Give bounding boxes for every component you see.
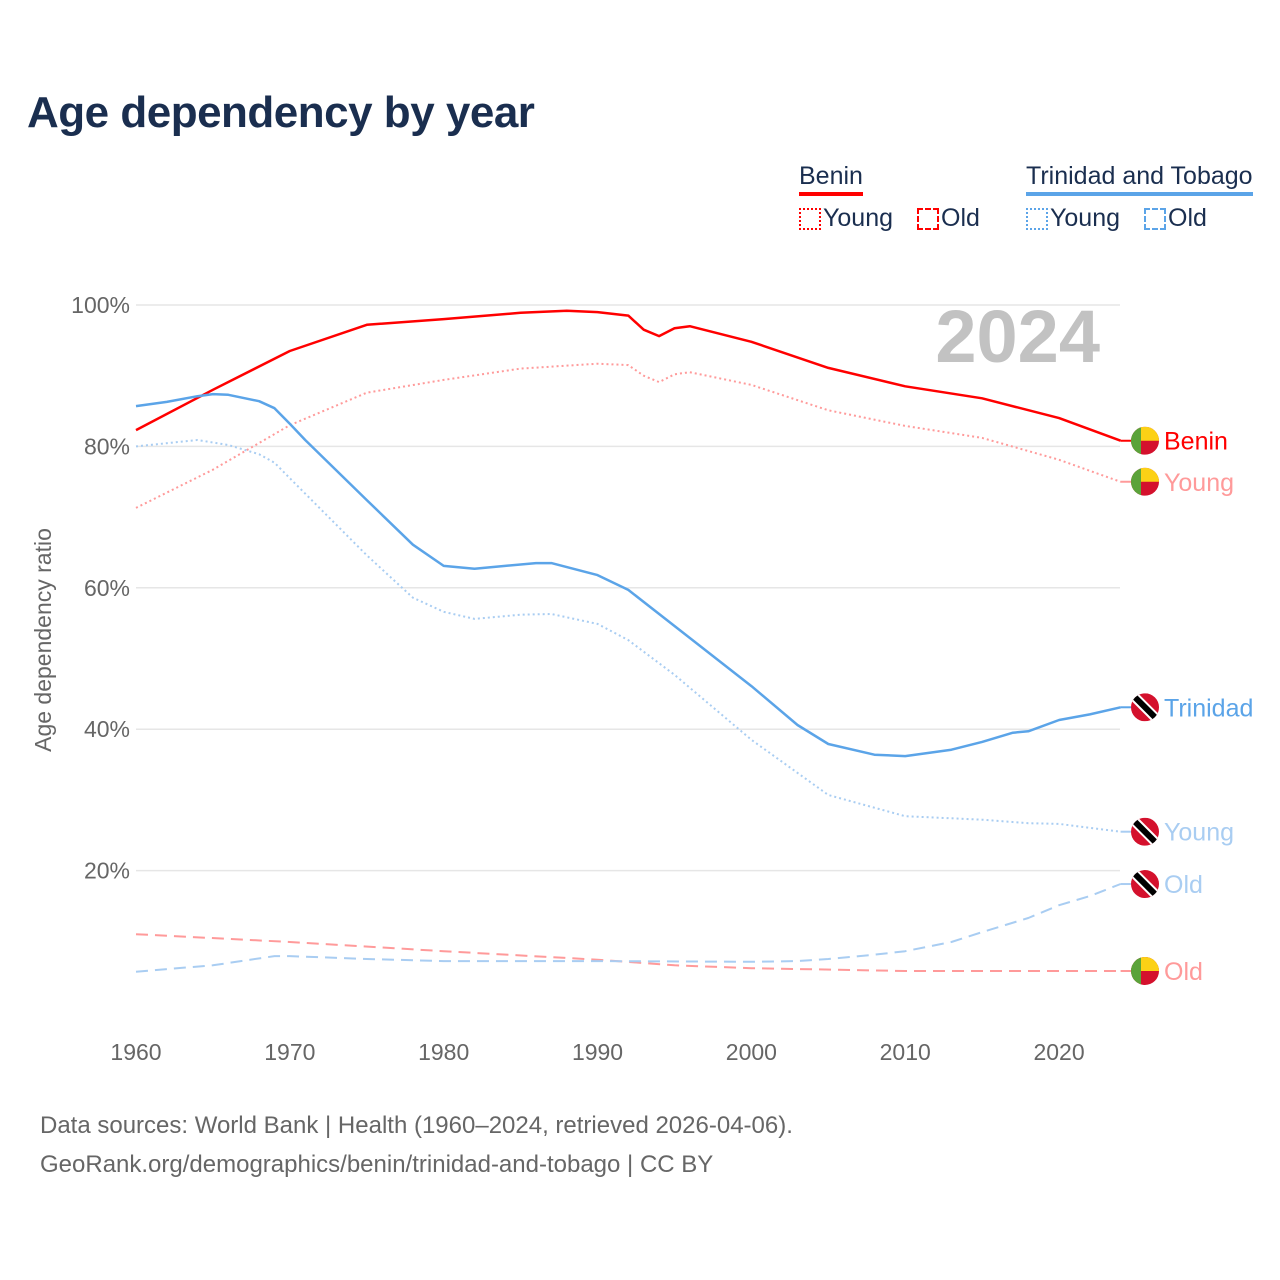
y-tick-label: 20% xyxy=(84,858,130,884)
x-tick-label: 1960 xyxy=(110,1039,161,1065)
y-tick-label: 100% xyxy=(71,292,130,318)
x-tick-label: 2010 xyxy=(880,1039,931,1065)
benin-flag-icon xyxy=(1131,956,1159,985)
series-line-trinidad-and-tobago-old xyxy=(135,883,1121,973)
x-tick-label: 2020 xyxy=(1033,1039,1084,1065)
series-line-benin-young xyxy=(135,362,1121,509)
x-tick-label: 1990 xyxy=(572,1039,623,1065)
source-note: Data sources: World Bank | Health (1960–… xyxy=(40,1106,793,1184)
trinidad-flag-icon xyxy=(1131,870,1159,899)
chart-title: Age dependency by year xyxy=(27,88,535,137)
source-line-2: GeoRank.org/demographics/benin/trinidad-… xyxy=(40,1151,714,1178)
legend-trinidad-young: Young xyxy=(1050,204,1120,232)
legend-benin-old: Old xyxy=(941,204,980,232)
legend-benin-title: Benin xyxy=(799,162,863,196)
legend-trinidad-old: Old xyxy=(1168,204,1207,232)
series-line-benin-old xyxy=(135,933,1121,972)
dotted-swatch-icon xyxy=(1026,207,1048,230)
year-watermark: 2024 xyxy=(935,295,1100,378)
series-line-benin xyxy=(135,309,1122,442)
trinidad-flag-icon xyxy=(1131,693,1159,722)
x-tick-label: 1980 xyxy=(418,1039,469,1065)
x-tick-label: 1970 xyxy=(264,1039,315,1065)
benin-flag-icon xyxy=(1131,426,1159,455)
trinidad-flag-icon xyxy=(1131,817,1159,846)
dotted-swatch-icon xyxy=(799,207,821,230)
legend-benin-young: Young xyxy=(823,204,893,232)
source-line-1: Data sources: World Bank | Health (1960–… xyxy=(40,1112,793,1139)
legend-trinidad-title: Trinidad and Tobago xyxy=(1026,162,1253,196)
y-tick-label: 80% xyxy=(84,433,130,459)
dashed-swatch-icon xyxy=(1144,207,1166,230)
end-label: Young xyxy=(1164,819,1234,847)
x-tick-label: 2000 xyxy=(726,1039,777,1065)
dashed-swatch-icon xyxy=(917,207,939,230)
legend-trinidad: Trinidad and Tobago Young Old xyxy=(1026,162,1253,233)
end-label: Benin xyxy=(1164,428,1228,456)
end-label: Young xyxy=(1164,469,1234,497)
benin-flag-icon xyxy=(1131,467,1159,496)
end-label: Trinidad xyxy=(1164,694,1253,722)
legend-benin: Benin Young Old xyxy=(799,162,998,233)
y-tick-label: 60% xyxy=(84,575,130,601)
series-line-trinidad-and-tobago-young xyxy=(135,439,1121,833)
end-label: Old xyxy=(1164,958,1203,986)
y-tick-label: 40% xyxy=(84,716,130,742)
series-line-trinidad-and-tobago xyxy=(135,392,1121,758)
end-label: Old xyxy=(1164,871,1203,899)
y-axis-label: Age dependency ratio xyxy=(30,528,56,752)
